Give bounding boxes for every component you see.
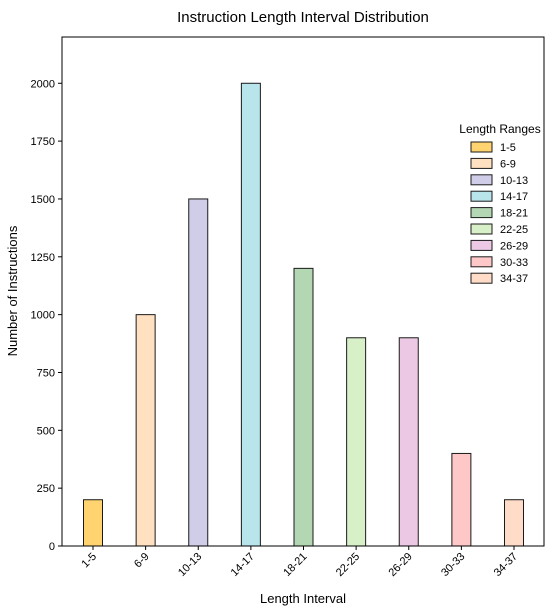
legend-label: 10-13 <box>500 175 528 187</box>
legend-swatch-34-37 <box>470 272 493 284</box>
legend-swatch-30-33 <box>470 256 493 268</box>
legend-label: 30-33 <box>500 257 528 269</box>
bars <box>83 82 524 547</box>
y-tick-label: 2000 <box>31 78 55 90</box>
x-tick-label: 26-29 <box>386 551 414 579</box>
bar-10-13 <box>188 198 209 547</box>
bar-18-21 <box>293 267 314 547</box>
y-tick-label: 0 <box>49 541 55 553</box>
x-axis-label: Length Interval <box>260 591 346 606</box>
legend-label: 22-25 <box>500 224 528 236</box>
y-tick-label: 500 <box>37 425 55 437</box>
legend: Length Ranges 1-5 6-9 10-13 14-17 18-21 22-25… <box>459 122 540 285</box>
legend-swatch-22-25 <box>470 223 493 235</box>
y-tick-label: 750 <box>37 367 55 379</box>
plot-frame <box>61 36 545 547</box>
legend-swatch-18-21 <box>470 207 493 219</box>
legend-swatch-14-17 <box>470 190 493 202</box>
legend-swatch-26-29 <box>470 239 493 251</box>
legend-title: Length Ranges <box>459 122 540 136</box>
y-tick-label: 1000 <box>31 310 55 322</box>
legend-label: 34-37 <box>500 273 528 285</box>
x-tick-label: 1-5 <box>79 551 99 571</box>
legend-swatch-6-9 <box>470 157 493 169</box>
y-tick-label: 1750 <box>31 136 55 148</box>
y-axis: 0 250 500 750 1000 1250 1500 1750 2000 <box>31 78 62 553</box>
legend-label: 1-5 <box>500 142 516 154</box>
y-tick-label: 1250 <box>31 252 55 264</box>
y-tick-label: 1500 <box>31 194 55 206</box>
bar-14-17 <box>240 82 261 547</box>
x-tick-label: 34-37 <box>492 551 520 579</box>
x-axis: 1-5 6-9 10-13 14-17 18-21 22-25 26-29 30-33 34-3… <box>79 546 520 579</box>
bar-26-29 <box>398 337 419 547</box>
x-tick-label: 18-21 <box>281 551 309 579</box>
legend-label: 18-21 <box>500 208 528 220</box>
y-tick-label: 250 <box>37 483 55 495</box>
x-tick-label: 30-33 <box>439 551 467 579</box>
y-axis-label: Number of Instructions <box>5 225 20 356</box>
chart-title: Instruction Length Interval Distribution <box>177 9 429 26</box>
bar-34-37 <box>504 499 524 547</box>
bar-30-33 <box>451 452 472 547</box>
legend-label: 14-17 <box>500 191 528 203</box>
legend-label: 26-29 <box>500 240 528 252</box>
x-tick-label: 10-13 <box>176 551 204 579</box>
legend-swatch-1-5 <box>470 141 493 153</box>
legend-swatch-10-13 <box>470 174 493 186</box>
x-tick-label: 6-9 <box>132 551 152 571</box>
x-tick-label: 22-25 <box>334 551 362 579</box>
bar-22-25 <box>346 337 367 547</box>
bar-1-5 <box>83 499 103 547</box>
bar-6-9 <box>135 314 156 547</box>
x-tick-label: 14-17 <box>229 551 257 579</box>
legend-label: 6-9 <box>500 158 516 170</box>
